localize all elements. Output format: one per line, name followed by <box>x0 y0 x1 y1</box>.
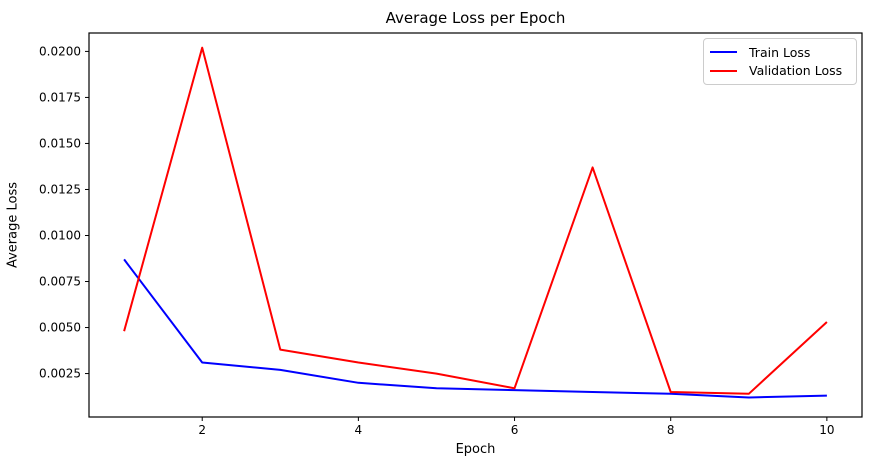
chart-title: Average Loss per Epoch <box>385 9 566 27</box>
y-axis-ticks: 0.0025 0.0050 0.0075 0.0100 0.0125 0.0150 0.01… <box>39 44 89 381</box>
y-tick-label: 0.0200 <box>39 44 81 58</box>
x-tick-label: 4 <box>355 423 363 437</box>
legend-label-train: Train Loss <box>749 44 811 60</box>
y-tick-label: 0.0075 <box>39 275 81 289</box>
legend: Train Loss Validation Loss <box>703 38 857 85</box>
plot-lines <box>123 46 828 399</box>
y-tick-label: 0.0050 <box>39 321 81 335</box>
y-tick-label: 0.0100 <box>39 228 81 242</box>
axes-border <box>88 32 863 418</box>
legend-label-validation: Validation Loss <box>749 63 843 79</box>
y-tick-label: 0.0150 <box>39 136 81 150</box>
y-axis-label: Average Loss <box>5 181 21 269</box>
legend-line-sample-train <box>710 51 737 54</box>
y-tick-label: 0.0025 <box>39 367 81 381</box>
x-axis-label: Epoch <box>455 442 496 457</box>
x-tick-label: 10 <box>819 423 834 437</box>
y-tick-label: 0.0175 <box>39 90 81 104</box>
y-tick-label: 0.0125 <box>39 182 81 196</box>
legend-line-sample-validation <box>710 69 737 72</box>
x-tick-label: 6 <box>511 423 519 437</box>
x-tick-label: 8 <box>667 423 675 437</box>
legend-item-validation-loss: Validation Loss <box>710 62 850 81</box>
validation-loss-line <box>123 46 828 395</box>
legend-item-train-loss: Train Loss <box>710 43 850 62</box>
x-tick-label: 2 <box>198 423 206 437</box>
train-loss-line <box>123 258 827 399</box>
x-axis-ticks: 2 4 6 8 10 <box>198 417 835 437</box>
